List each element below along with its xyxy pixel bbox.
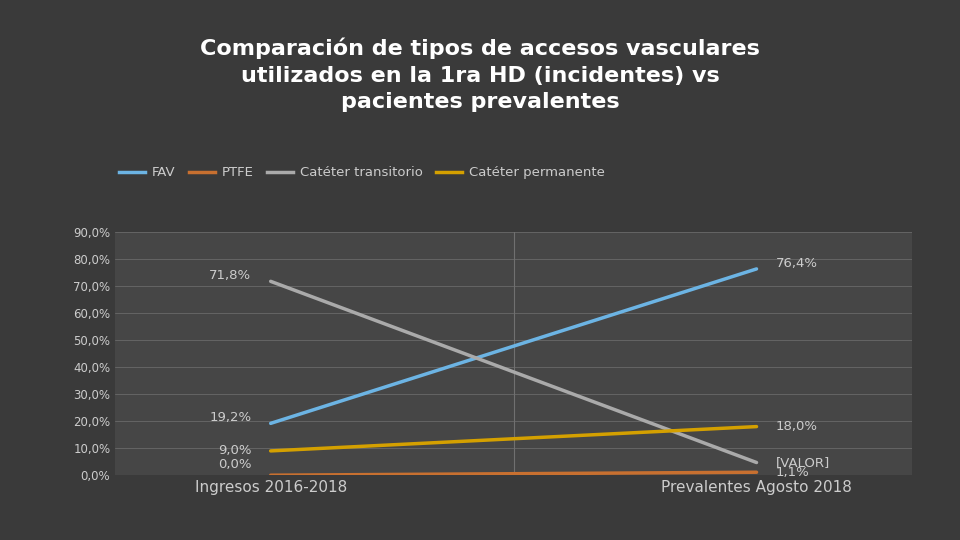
Text: 18,0%: 18,0% <box>776 420 818 433</box>
Text: 76,4%: 76,4% <box>776 257 818 270</box>
Text: 0,0%: 0,0% <box>218 458 252 471</box>
Text: 1,1%: 1,1% <box>776 465 809 479</box>
Legend: FAV, PTFE, Catéter transitorio, Catéter permanente: FAV, PTFE, Catéter transitorio, Catéter … <box>114 161 611 185</box>
Text: 71,8%: 71,8% <box>209 269 252 282</box>
Text: [VALOR]: [VALOR] <box>776 456 830 469</box>
Text: Comparación de tipos de accesos vasculares
utilizados en la 1ra HD (incidentes) : Comparación de tipos de accesos vascular… <box>200 38 760 112</box>
Text: 9,0%: 9,0% <box>218 444 252 457</box>
Text: 19,2%: 19,2% <box>209 411 252 424</box>
